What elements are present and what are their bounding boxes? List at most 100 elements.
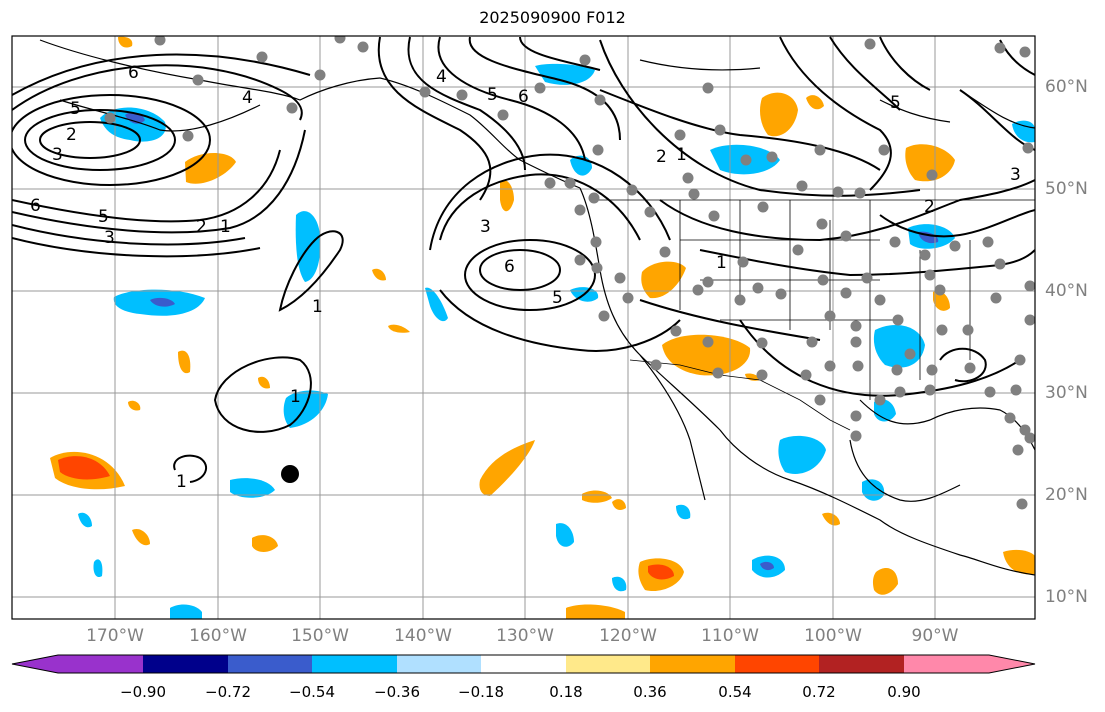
colorbar-tick-label: 0.36 [633,683,667,701]
contour-labels: 6 5 2 3 6 5 3 2 1 4 5 6 2 1 3 6 5 1 1 1 … [30,63,1021,492]
positive-anomaly-patch [479,440,535,496]
latitude-label: 50°N [1045,179,1088,199]
negative-anomaly-patch [676,504,691,520]
colorbar-segment [58,655,143,673]
map-frame [11,35,1036,620]
longitude-label: 140°W [394,626,452,646]
longitude-label: 100°W [804,626,862,646]
latitude-label: 30°N [1045,383,1088,403]
negative-anomaly-patch [425,287,448,322]
negative-anomaly-patch [1012,120,1035,143]
positive-anomaly-patch [641,261,686,299]
contour-label: 3 [52,145,63,165]
colorbar-max-arrow [989,655,1035,673]
positive-anomaly-patch [178,350,191,374]
positive-anomaly-patch [612,499,626,510]
colorbar-segment [650,655,735,673]
longitude-label: 90°W [911,626,959,646]
positive-anomaly-patch [252,535,278,552]
contour-label: 1 [176,472,187,492]
contour-label: 6 [128,63,139,83]
latitude-label: 60°N [1045,77,1088,97]
contour-label: 5 [98,207,109,227]
contour-label: 3 [104,228,115,248]
gridlines [12,36,1035,619]
negative-anomaly-patch [778,435,826,474]
contour-label: 3 [480,217,491,237]
latitude-label: 20°N [1045,485,1088,505]
colorbar-segment [312,655,397,673]
negative-anomaly-patch [283,390,328,428]
colorbar-segment [819,655,904,673]
contour-label: 1 [312,297,323,317]
negative-anomaly-patch [612,576,627,592]
contour-label: 5 [552,288,563,308]
contour-label: 2 [66,125,77,145]
positive-anomaly-patch [500,180,514,212]
contour-label: 1 [290,387,301,407]
contour-label: 5 [890,93,901,113]
station-markers [104,36,1035,510]
positive-anomaly-patch [566,604,625,619]
negative-anomaly-patch [78,512,92,528]
contour-label: 5 [487,85,498,105]
longitude-label: 130°W [496,626,554,646]
positive-anomaly-patch [118,36,133,48]
colorbar-tick-label: −0.36 [374,683,420,701]
negative-anomaly-patch [93,559,103,578]
latitude-label: 40°N [1045,281,1088,301]
contour-label: 1 [220,217,231,237]
positive-anomaly-patch [760,92,798,137]
positive-anomaly-patch [128,400,141,411]
colorbar-segment [566,655,650,673]
colorbar-tick-label: −0.18 [458,683,504,701]
colorbar-tick-label: −0.90 [120,683,166,701]
colorbar-outline [11,654,1036,674]
positive-anomaly-patch [372,268,386,281]
positive-anomaly-patch [806,95,824,110]
colorbar-segment [481,655,566,673]
positive-anomaly-patch [388,324,410,333]
positive-anomaly-patch [132,528,150,546]
contour-label: 6 [30,196,41,216]
colorbar-min-arrow [12,655,58,673]
colorbar-segment [228,655,312,673]
positive-anomaly-patch [648,564,674,580]
colorbar [11,654,1036,674]
negative-anomaly-patch [535,63,595,85]
positive-anomaly-patch [1003,549,1035,575]
positive-anomaly-patch [872,568,898,595]
colorbar-tick-label: 0.72 [802,683,836,701]
contour-label: 4 [242,88,253,108]
colorbar-segment [904,655,989,673]
colorbar-tick-label: 0.54 [718,683,752,701]
map-title: 2025090900 F012 [479,8,626,27]
colorbar-segment [735,655,819,673]
negative-anomaly-patch [760,561,774,571]
positive-anomaly-patch [582,490,612,503]
highlight-marker [281,465,299,483]
positive-anomaly-patch [933,290,950,311]
colorbar-tick-label: 0.90 [887,683,921,701]
colorbar-segment [143,655,228,673]
longitude-label: 110°W [701,626,759,646]
negative-anomaly-patch [170,604,202,619]
contour-label: 4 [436,67,447,87]
negative-anomaly-patch [150,297,175,307]
map-background [12,36,1035,619]
colorbar-tick-label: −0.54 [289,683,335,701]
contour-label: 2 [924,197,935,217]
colorbar-segment [397,655,481,673]
positive-anomaly-patch [58,456,110,480]
longitude-label: 160°W [189,626,247,646]
positive-anomaly-patch [258,376,270,389]
longitude-label: 120°W [599,626,657,646]
negative-anomaly-patch [230,478,275,498]
contour-label: 1 [676,145,687,165]
longitude-label: 170°W [86,626,144,646]
longitude-label: 150°W [291,626,349,646]
contour-label: 2 [656,147,667,167]
latitude-label: 10°N [1045,587,1088,607]
contour-label: 6 [504,257,515,277]
